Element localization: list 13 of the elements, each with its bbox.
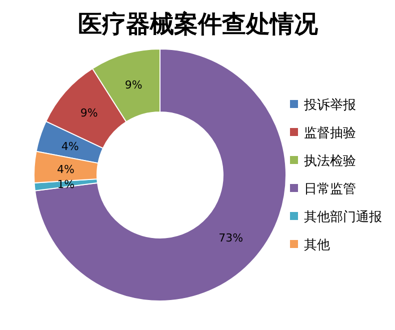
legend-label: 其他 (304, 238, 330, 253)
data-label: 4% (56, 163, 74, 176)
legend-label: 执法检验 (304, 154, 356, 169)
data-label: 73% (218, 231, 244, 244)
legend-label: 投诉举报 (303, 98, 356, 113)
chart-title: 医疗器械案件查处情况 (78, 9, 319, 38)
legend-label: 日常监管 (304, 182, 356, 197)
data-label: 9% (80, 106, 98, 120)
data-label: 9% (124, 78, 142, 92)
donut-slice (34, 48, 286, 302)
data-label: 4% (61, 140, 79, 153)
legend-label: 监督抽验 (304, 126, 356, 141)
legend-label: 其他部门通报 (304, 209, 382, 225)
